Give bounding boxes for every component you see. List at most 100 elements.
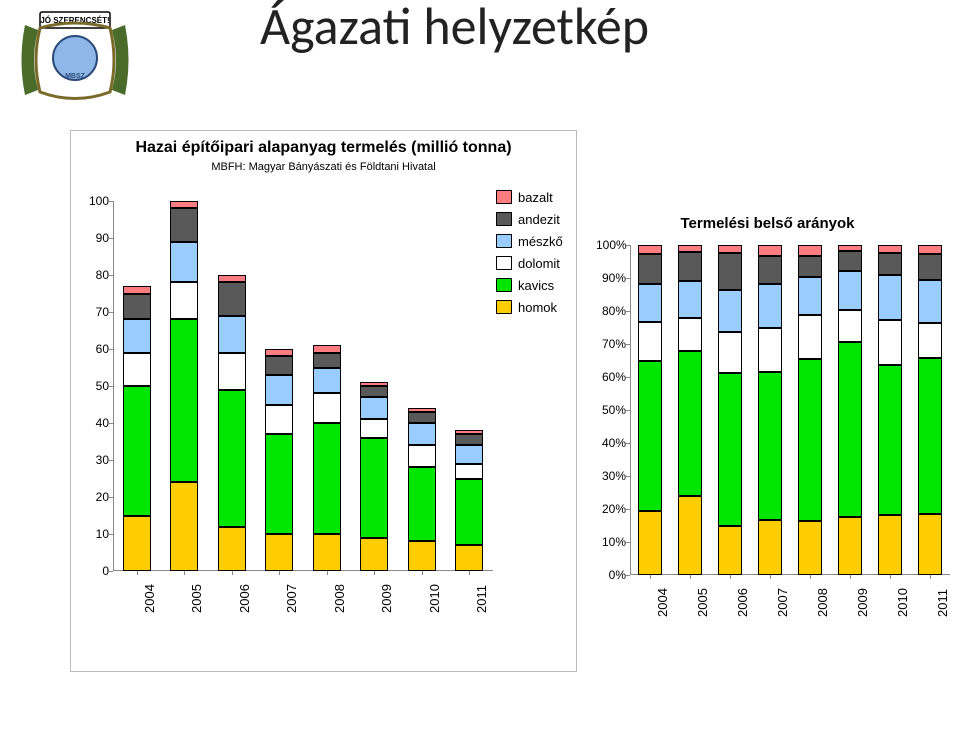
y-tick: 30% bbox=[596, 470, 626, 482]
seg-andezit bbox=[408, 412, 436, 423]
seg-bazalt bbox=[313, 345, 341, 352]
seg-homok bbox=[170, 482, 198, 571]
svg-text:MBSZ: MBSZ bbox=[65, 73, 86, 80]
seg-bazalt bbox=[360, 382, 388, 386]
x-label: 2009 bbox=[855, 588, 870, 617]
y-tick: 80 bbox=[79, 269, 109, 281]
seg-homok bbox=[678, 496, 702, 575]
legend-swatch bbox=[496, 256, 512, 270]
x-label: 2008 bbox=[332, 584, 347, 613]
chart-absolute: Hazai építőipari alapanyag termelés (mil… bbox=[70, 130, 577, 672]
legend-swatch bbox=[496, 234, 512, 248]
seg-homok bbox=[455, 545, 483, 571]
seg-dolomit bbox=[455, 464, 483, 479]
legend-swatch bbox=[496, 190, 512, 204]
bar bbox=[758, 245, 782, 575]
seg-dolomit bbox=[360, 419, 388, 438]
seg-mészkő bbox=[678, 281, 702, 317]
seg-mészkő bbox=[638, 284, 662, 323]
legend-swatch bbox=[496, 278, 512, 292]
seg-bazalt bbox=[678, 245, 702, 252]
chart2-title: Termelési belső arányok bbox=[580, 215, 955, 232]
seg-dolomit bbox=[878, 320, 902, 365]
seg-dolomit bbox=[265, 405, 293, 435]
y-tick: 10 bbox=[79, 528, 109, 540]
seg-kavics bbox=[218, 390, 246, 527]
bar bbox=[218, 275, 246, 571]
seg-kavics bbox=[638, 361, 662, 511]
seg-mészkő bbox=[455, 445, 483, 464]
y-tick: 50 bbox=[79, 380, 109, 392]
y-tick: 90% bbox=[596, 272, 626, 284]
seg-kavics bbox=[878, 365, 902, 515]
x-label: 2010 bbox=[895, 588, 910, 617]
seg-kavics bbox=[838, 342, 862, 517]
seg-andezit bbox=[360, 386, 388, 397]
chart1-plot: 0102030405060708090100200420052006200720… bbox=[113, 201, 493, 571]
x-label: 2008 bbox=[815, 588, 830, 617]
seg-bazalt bbox=[918, 245, 942, 254]
seg-mészkő bbox=[918, 280, 942, 323]
seg-homok bbox=[878, 515, 902, 575]
seg-kavics bbox=[265, 434, 293, 534]
seg-dolomit bbox=[838, 310, 862, 342]
seg-bazalt bbox=[123, 286, 151, 293]
seg-dolomit bbox=[123, 353, 151, 386]
seg-andezit bbox=[878, 253, 902, 276]
seg-dolomit bbox=[313, 393, 341, 423]
seg-andezit bbox=[718, 253, 742, 290]
x-label: 2009 bbox=[379, 584, 394, 613]
bar bbox=[360, 382, 388, 571]
seg-andezit bbox=[838, 251, 862, 270]
bar bbox=[718, 245, 742, 575]
seg-andezit bbox=[455, 434, 483, 445]
legend-item: homok bbox=[496, 296, 563, 318]
seg-mészkő bbox=[838, 271, 862, 310]
seg-dolomit bbox=[718, 332, 742, 373]
seg-homok bbox=[798, 521, 822, 575]
seg-dolomit bbox=[678, 318, 702, 351]
seg-bazalt bbox=[718, 245, 742, 253]
y-tick: 70 bbox=[79, 306, 109, 318]
seg-andezit bbox=[758, 256, 782, 284]
y-tick: 40 bbox=[79, 417, 109, 429]
seg-homok bbox=[360, 538, 388, 571]
x-label: 2007 bbox=[775, 588, 790, 617]
x-label: 2007 bbox=[284, 584, 299, 613]
seg-andezit bbox=[638, 254, 662, 284]
legend-label: mészkő bbox=[518, 234, 563, 249]
seg-kavics bbox=[313, 423, 341, 534]
seg-mészkő bbox=[718, 290, 742, 331]
seg-homok bbox=[313, 534, 341, 571]
seg-homok bbox=[758, 520, 782, 575]
y-tick: 80% bbox=[596, 305, 626, 317]
y-tick: 60 bbox=[79, 343, 109, 355]
x-label: 2011 bbox=[474, 585, 489, 613]
seg-homok bbox=[408, 541, 436, 571]
seg-mészkő bbox=[878, 275, 902, 320]
legend-swatch bbox=[496, 212, 512, 226]
seg-mészkő bbox=[360, 397, 388, 419]
seg-mészkő bbox=[408, 423, 436, 445]
seg-kavics bbox=[170, 319, 198, 482]
seg-kavics bbox=[455, 479, 483, 546]
bar bbox=[638, 245, 662, 575]
seg-mészkő bbox=[265, 375, 293, 405]
seg-dolomit bbox=[170, 282, 198, 319]
seg-andezit bbox=[678, 252, 702, 282]
y-tick: 70% bbox=[596, 338, 626, 350]
seg-dolomit bbox=[758, 328, 782, 372]
bar bbox=[678, 245, 702, 575]
seg-homok bbox=[838, 517, 862, 575]
seg-mészkő bbox=[798, 277, 822, 315]
chart2-plot: 0%10%20%30%40%50%60%70%80%90%100%2004200… bbox=[630, 245, 950, 575]
mbsz-logo: JÓ SZERENCSÉT! MBSZ bbox=[20, 10, 130, 110]
seg-dolomit bbox=[408, 445, 436, 467]
seg-kavics bbox=[718, 373, 742, 526]
seg-andezit bbox=[798, 256, 822, 278]
seg-bazalt bbox=[265, 349, 293, 356]
y-tick: 50% bbox=[596, 404, 626, 416]
bar bbox=[918, 245, 942, 575]
y-tick: 0 bbox=[79, 565, 109, 577]
seg-kavics bbox=[758, 372, 782, 521]
